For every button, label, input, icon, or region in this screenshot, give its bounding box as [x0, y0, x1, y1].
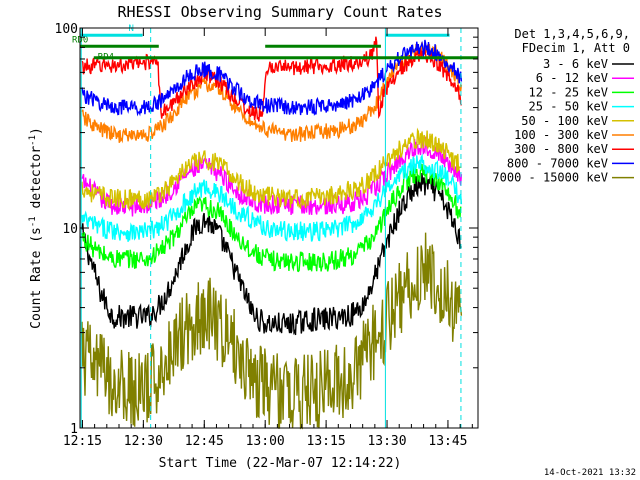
x-tick-label-3: 12:45 [185, 434, 224, 449]
footer-timestamp: 14-Oct-2021 13:32 [544, 468, 636, 478]
legend-label-3: 12 - 25 keV [529, 85, 608, 99]
y-tick-label-1: 1 [70, 422, 78, 437]
flag-label-n: N [129, 24, 134, 34]
x-tick-label-4: 13:00 [246, 434, 285, 449]
legend-header-line-2: FDecim 1, Att 0 [522, 41, 630, 55]
y-axis-label-sup: -1 [28, 216, 38, 227]
legend-label-1: 3 - 6 keV [543, 57, 608, 71]
legend-label-5: 50 - 100 keV [521, 114, 608, 128]
y-tick-label-3: 100 [55, 22, 78, 37]
y-axis-label-tail: detector [29, 146, 44, 217]
legend-label-4: 25 - 50 keV [529, 100, 608, 114]
chart-title: RHESSI Observing Summary Count Rates [117, 3, 442, 21]
series-line-1 [81, 172, 462, 336]
x-tick-label-6: 13:30 [367, 434, 406, 449]
series-line-7 [81, 36, 463, 122]
legend-label-9: 7000 - 15000 keV [492, 171, 608, 185]
series-line-3 [81, 163, 462, 273]
flag-label-rd4: RD4 [98, 53, 114, 63]
y-axis-label-sup-2: -1 [28, 135, 38, 146]
series-line-9 [81, 232, 463, 430]
x-tick-label-5: 13:15 [307, 434, 346, 449]
series-layer [81, 36, 463, 430]
y-axis-label-main: Count Rate (s [29, 227, 44, 329]
legend-label-7: 300 - 800 keV [514, 142, 608, 156]
y-axis-label: Count Rate (s-1 detector-1) [28, 127, 44, 329]
x-tick-label-7: 13:45 [428, 434, 467, 449]
x-tick-label-2: 12:30 [124, 434, 163, 449]
x-tick-label-1: 12:15 [63, 434, 102, 449]
y-axis-label-close: ) [29, 127, 44, 135]
series-line-5 [81, 127, 462, 211]
axes-layer: 12:15 12:30 12:45 13:00 13:15 13:30 13:45 1 10 10… [55, 22, 479, 449]
legend-label-2: 6 - 12 keV [536, 71, 608, 85]
series-line-4 [81, 153, 463, 242]
legend-label-8: 800 - 7000 keV [507, 156, 608, 170]
x-axis-label: Start Time (22-Mar-07 12:14:22) [159, 456, 402, 471]
legend-label-6: 100 - 300 keV [514, 128, 608, 142]
y-tick-label-2: 10 [62, 222, 78, 237]
legend-header-line-1: Det 1,3,4,5,6,9, [514, 27, 630, 41]
